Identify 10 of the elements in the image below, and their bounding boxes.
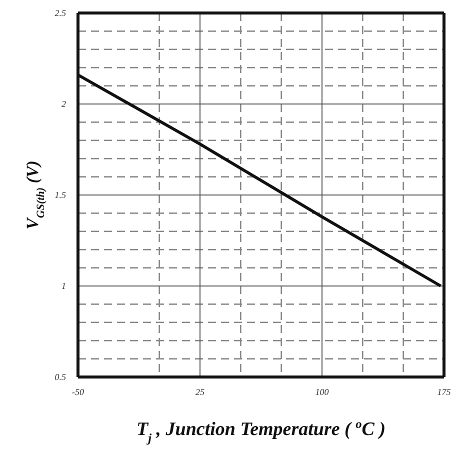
x-tick-label: 25 <box>196 387 205 397</box>
y-tick-label: 2.5 <box>54 8 66 18</box>
x-tick-label: -50 <box>72 387 84 397</box>
x-tick-label: 175 <box>437 387 452 397</box>
x-tick-label: 100 <box>315 387 330 397</box>
y-tick-label: 1.5 <box>54 190 66 200</box>
y-tick-label: 0.5 <box>54 372 66 382</box>
y-tick-label: 1 <box>62 281 66 291</box>
y-tick-label: 2 <box>62 99 66 109</box>
x-axis-title: T$_{j}$ , Junction Temperature ( $^{o}$C ) <box>136 417 386 445</box>
